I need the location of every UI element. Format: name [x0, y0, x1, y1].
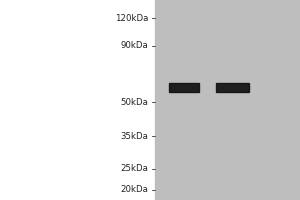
- Text: 120kDa: 120kDa: [115, 14, 148, 23]
- Text: 20kDa: 20kDa: [121, 185, 148, 194]
- Bar: [216, 83, 249, 92]
- Text: 50kDa: 50kDa: [121, 98, 148, 107]
- Bar: [169, 83, 200, 92]
- Text: 25kDa: 25kDa: [121, 164, 148, 173]
- Text: 35kDa: 35kDa: [121, 132, 148, 141]
- Text: 90kDa: 90kDa: [121, 41, 148, 50]
- Bar: [154, 0, 300, 200]
